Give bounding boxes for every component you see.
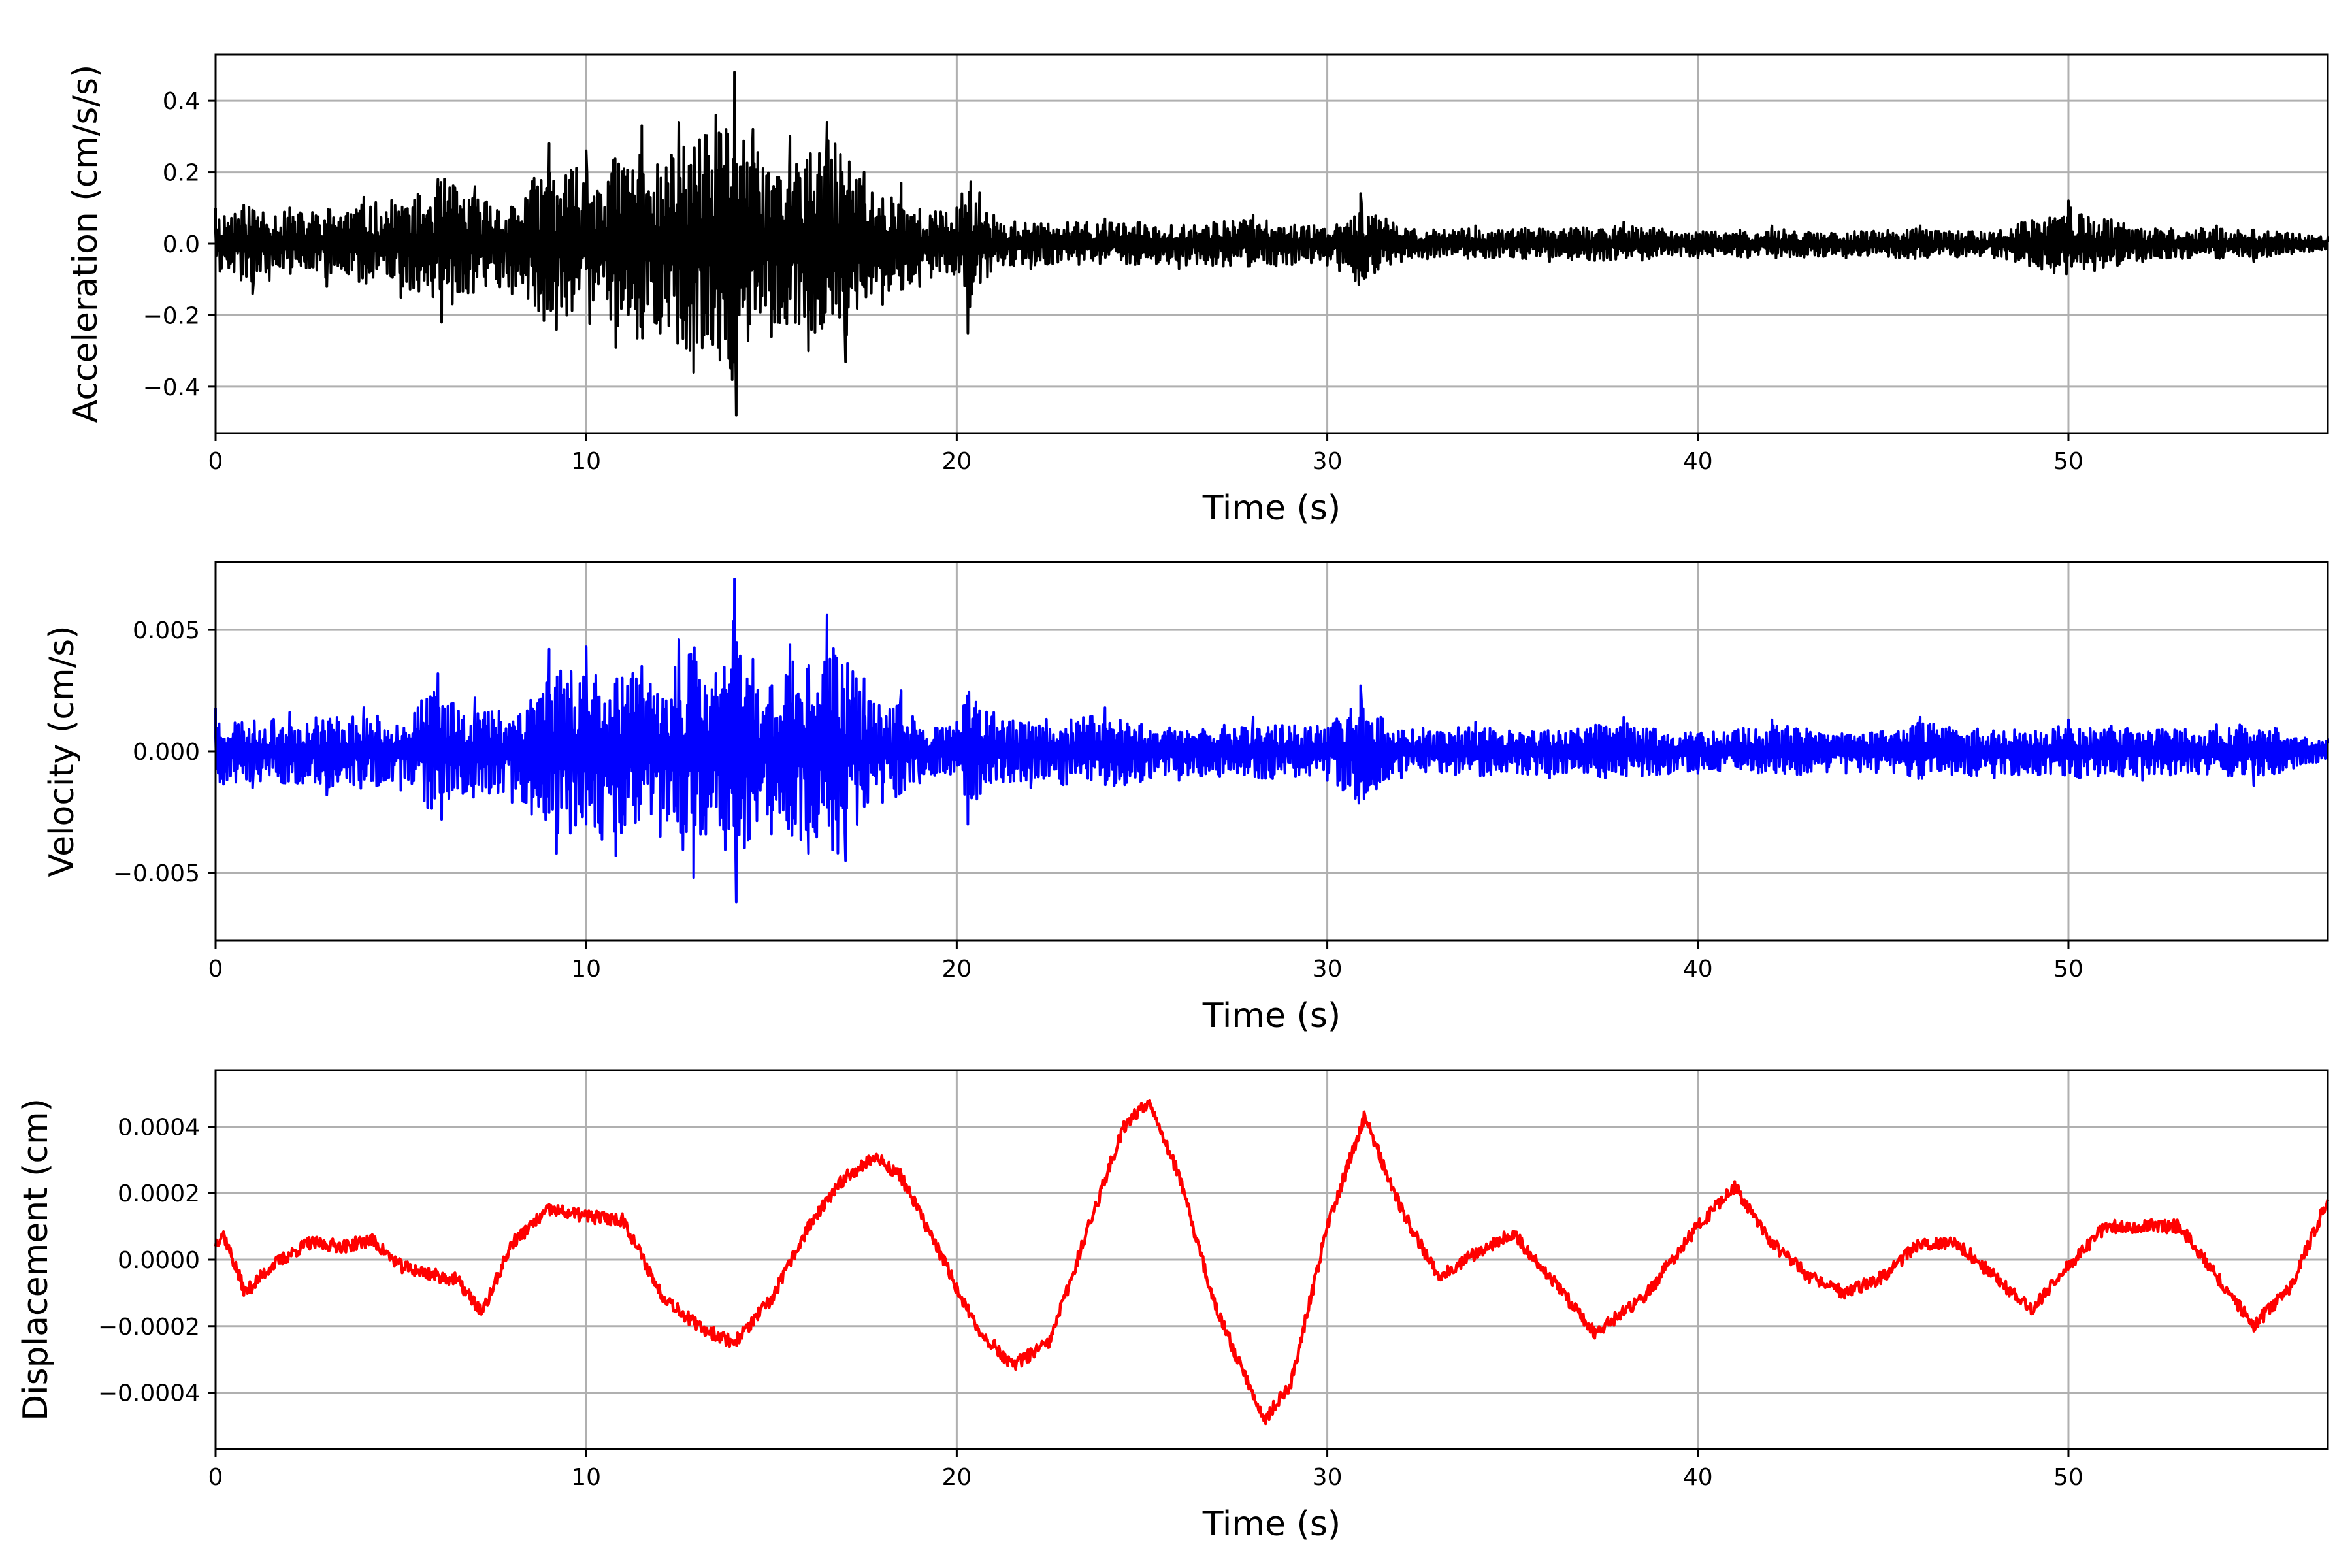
velocity-xtick-label-1: 10 [571,956,601,983]
displacement-x-axis-label: Time (s) [1202,1505,1341,1544]
displacement-xtick-label-1: 10 [571,1464,601,1491]
panels: 0 10 20 30 40 50 0.4 0.2 0.0 −0.2 −0.4 Time (s) Acce… [16,53,2330,1544]
velocity-ytick-label-1: 0.000 [133,739,200,766]
acceleration-y-axis-label: Acceleration (cm/s/s) [66,65,105,423]
velocity-xtick-label-2: 20 [941,956,972,983]
acceleration-x-axis-label: Time (s) [1202,489,1341,528]
acceleration-series-line [214,71,2329,417]
velocity-ytick-label-2: −0.005 [113,860,200,887]
displacement-xtick-label-2: 20 [941,1464,972,1491]
velocity-ytick-label-0: 0.005 [133,617,200,644]
acceleration-xtick-label-0: 0 [208,448,223,475]
acceleration-ytick-label-4: −0.4 [143,374,200,401]
acceleration-ytick-label-2: 0.0 [163,231,200,258]
velocity-xtick-label-3: 30 [1313,956,1343,983]
displacement-xtick-label-3: 30 [1313,1464,1343,1491]
acceleration-panel: 0 10 20 30 40 50 0.4 0.2 0.0 −0.2 −0.4 Time (s) Acce… [66,53,2329,528]
acceleration-xtick-label-4: 40 [1683,448,1713,475]
acceleration-xtick-label-3: 30 [1313,448,1343,475]
velocity-x-axis-label: Time (s) [1202,996,1341,1036]
displacement-xtick-label-5: 50 [2053,1464,2083,1491]
displacement-ytick-label-3: −0.0002 [98,1314,200,1341]
displacement-xtick-label-0: 0 [208,1464,223,1491]
velocity-xtick-label-4: 40 [1683,956,1713,983]
acceleration-ytick-label-1: 0.2 [163,160,200,187]
velocity-xtick-label-5: 50 [2053,956,2083,983]
acceleration-ytick-label-0: 0.4 [163,88,200,115]
displacement-ytick-label-0: 0.0004 [118,1114,200,1141]
acceleration-ytick-label-3: −0.2 [143,302,200,329]
acceleration-xtick-label-5: 50 [2053,448,2083,475]
acceleration-xtick-label-1: 10 [571,448,601,475]
displacement-panel: 0 10 20 30 40 50 0.0004 0.0002 0.0000 −0.0002 −0.0… [16,1069,2330,1544]
displacement-y-axis-label: Displacement (cm) [16,1098,56,1421]
displacement-ytick-label-4: −0.0004 [98,1380,200,1407]
velocity-panel: 0 10 20 30 40 50 0.005 0.000 −0.005 Time (s) Veloc… [42,561,2329,1036]
displacement-ytick-label-2: 0.0000 [118,1247,200,1274]
velocity-series-line [214,578,2329,904]
displacement-series-line [214,1099,2330,1426]
displacement-xtick-label-4: 40 [1683,1464,1713,1491]
velocity-xtick-label-0: 0 [208,956,223,983]
displacement-ytick-label-1: 0.0002 [118,1181,200,1207]
acceleration-xtick-label-2: 20 [941,448,972,475]
velocity-y-axis-label: Velocity (cm/s) [42,626,82,877]
